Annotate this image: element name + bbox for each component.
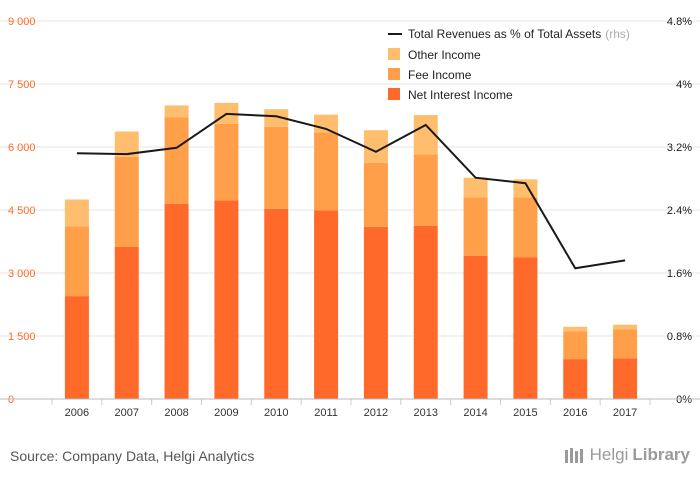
bar-net-interest-income (214, 200, 239, 399)
bar-other-income (264, 109, 289, 127)
brand-logo: Helgi Library (564, 445, 690, 465)
legend-net-interest-income-swatch (388, 88, 400, 100)
bar-fee-income (363, 162, 388, 227)
library-icon (564, 448, 583, 463)
bar-fee-income (613, 329, 638, 359)
x-tick-label: 2012 (364, 407, 388, 419)
right-axis-tick-label: 3.2% (667, 142, 692, 154)
x-tick-label: 2016 (563, 407, 587, 419)
bar-fee-income (164, 117, 189, 204)
right-axis-tick-label: 0.8% (667, 331, 692, 343)
bar-net-interest-income (114, 246, 139, 399)
bar-net-interest-income (314, 210, 339, 399)
x-tick-label: 2014 (463, 407, 487, 419)
bar-other-income (463, 177, 488, 198)
chart: 0 1 500 3 000 4 500 6 000 7 500 9 000 0% 0.8% 1.… (0, 16, 700, 419)
left-axis-tick-label: 3 000 (8, 268, 36, 280)
x-tick-label: 2008 (164, 407, 188, 419)
bar-fee-income (114, 156, 139, 247)
bar-fee-income (64, 226, 89, 297)
legend-net-interest-income-label: Net Interest Income (408, 88, 513, 102)
bar-net-interest-income (164, 203, 189, 399)
x-tick-label: 2007 (115, 407, 139, 419)
bar-net-interest-income (463, 255, 488, 399)
left-axis-tick-label: 4 500 (8, 205, 36, 217)
left-axis: 0 1 500 3 000 4 500 6 000 7 500 9 000 (8, 16, 36, 406)
left-axis-tick-label: 1 500 (8, 331, 36, 343)
left-axis-tick-label: 0 (8, 394, 14, 406)
bar-fee-income (264, 126, 289, 209)
x-axis: 2006 2007 2008 2009 2010 2011 2012 2013 2014 2015… (0, 398, 700, 419)
source-note: Source: Company Data, Helgi Analytics (10, 448, 255, 464)
brand-name-part2: Library (632, 445, 690, 464)
bar-net-interest-income (563, 359, 588, 399)
x-tick-label: 2013 (414, 407, 438, 419)
x-tick-label: 2017 (613, 407, 637, 419)
bar-fee-income (314, 132, 339, 211)
legend-label-line-text: Total Revenues as % of Total Assets (408, 27, 601, 41)
legend-fee-income-swatch (388, 68, 400, 80)
left-axis-tick-label: 7 500 (8, 79, 36, 91)
bar-fee-income (513, 197, 538, 258)
legend-other-income-label: Other Income (408, 48, 481, 62)
left-axis-tick-label: 6 000 (8, 142, 36, 154)
left-axis-tick-label: 9 000 (8, 16, 36, 28)
bar-fee-income (463, 197, 488, 256)
right-axis-tick-label: 0% (676, 394, 692, 406)
x-tick-label: 2011 (314, 407, 338, 419)
right-axis-tick-label: 1.6% (667, 268, 692, 280)
legend-other-income-swatch (388, 48, 400, 60)
brand-name-part1: Helgi (589, 445, 629, 464)
x-tick-label: 2006 (65, 407, 89, 419)
bar-other-income (164, 105, 189, 118)
bar-fee-income (563, 331, 588, 360)
line-group (76, 112, 626, 270)
bar-net-interest-income (613, 358, 638, 399)
bar-net-interest-income (513, 257, 538, 399)
bar-net-interest-income (413, 225, 438, 399)
bar-net-interest-income (363, 226, 388, 399)
bar-fee-income (214, 123, 239, 201)
bar-net-interest-income (64, 296, 89, 399)
gridlines (0, 20, 700, 400)
bar-net-interest-income (264, 208, 289, 399)
legend-label-rhs: (rhs) (605, 27, 630, 41)
legend-label-line: Total Revenues as % of Total Assets (rhs) (408, 27, 630, 41)
line-total-revenues-pct-assets (76, 112, 626, 270)
x-tick-label: 2009 (214, 407, 238, 419)
x-tick-label: 2010 (264, 407, 288, 419)
right-axis: 0% 0.8% 1.6% 2.4% 3.2% 4% 4.8% (667, 16, 692, 406)
bar-other-income (64, 199, 89, 227)
right-axis-tick-label: 2.4% (667, 205, 692, 217)
legend-fee-income-label: Fee Income (408, 68, 472, 82)
legend: Total Revenues as % of Total Assets (rhs)… (388, 27, 630, 102)
x-tick-label: 2015 (513, 407, 537, 419)
bar-other-income (613, 324, 638, 330)
bar-other-income (563, 326, 588, 332)
right-axis-tick-label: 4.8% (667, 16, 692, 28)
right-axis-tick-label: 4% (676, 79, 692, 91)
bar-fee-income (413, 154, 438, 226)
bar-group (64, 102, 638, 399)
